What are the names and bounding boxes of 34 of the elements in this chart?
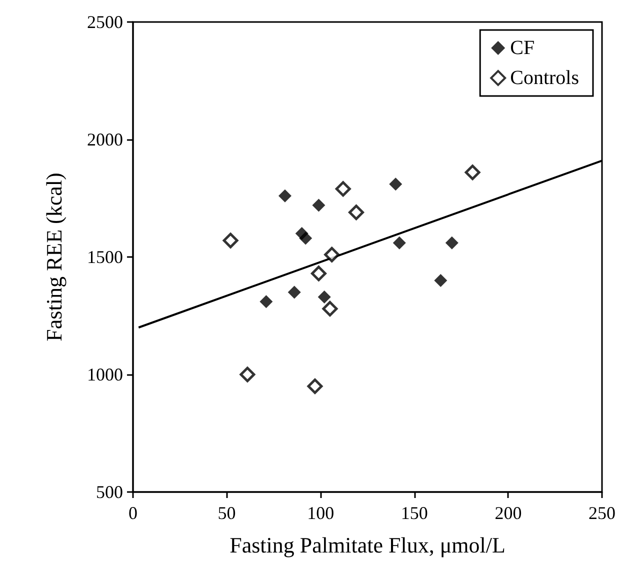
point bbox=[307, 378, 323, 394]
legend-label: CF bbox=[510, 37, 535, 59]
point bbox=[434, 274, 448, 287]
y-tick-label: 500 bbox=[96, 482, 123, 502]
point bbox=[288, 286, 301, 299]
x-tick-label: 100 bbox=[307, 503, 334, 523]
y-tick-label: 2500 bbox=[87, 12, 123, 32]
point bbox=[312, 198, 326, 212]
y-tick-label: 2000 bbox=[87, 130, 123, 150]
point bbox=[318, 290, 331, 304]
point bbox=[260, 295, 273, 308]
point bbox=[324, 246, 340, 262]
x-tick-label: 50 bbox=[218, 503, 236, 523]
y-tick-label: 1500 bbox=[87, 247, 123, 267]
point bbox=[322, 300, 338, 316]
x-tick-label: 200 bbox=[494, 503, 522, 523]
point bbox=[392, 236, 406, 250]
point bbox=[389, 178, 402, 191]
x-tick-label: 0 bbox=[128, 503, 138, 523]
point bbox=[464, 164, 480, 180]
point bbox=[299, 232, 312, 245]
point bbox=[278, 189, 292, 202]
y-axis-title: Fasting REE (kcal) bbox=[42, 172, 66, 342]
point bbox=[310, 266, 326, 282]
x-tick-label: 250 bbox=[588, 503, 616, 523]
point bbox=[445, 236, 458, 250]
x-tick-label: 150 bbox=[400, 503, 428, 523]
point bbox=[335, 181, 351, 197]
point bbox=[348, 204, 364, 220]
point bbox=[222, 232, 238, 248]
y-tick-label: 1000 bbox=[87, 364, 123, 384]
legend-label: Controls bbox=[510, 67, 580, 89]
point bbox=[240, 366, 256, 382]
x-axis-title: Fasting Palmitate Flux, μmol/L bbox=[230, 532, 506, 558]
